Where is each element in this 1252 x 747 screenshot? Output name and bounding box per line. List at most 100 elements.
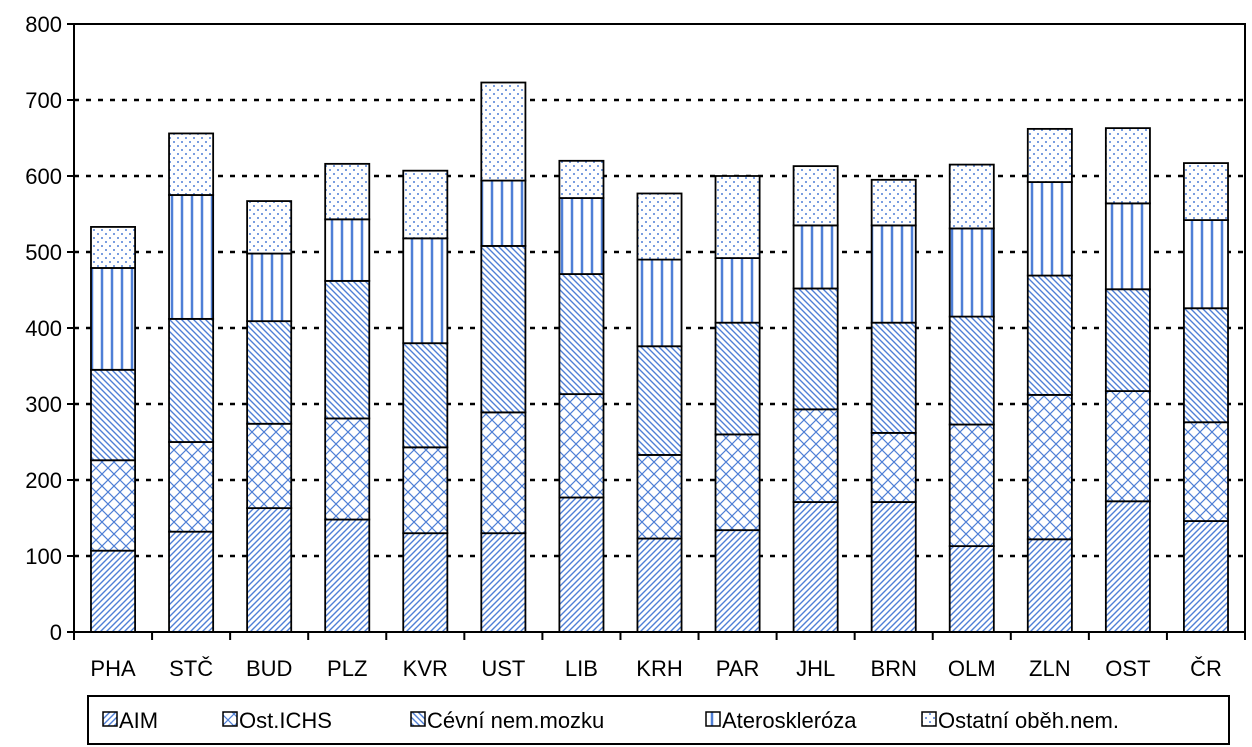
x-tick-label: PLZ bbox=[327, 656, 367, 681]
x-tick-label: KRH bbox=[636, 656, 682, 681]
bar-segment bbox=[870, 178, 917, 227]
x-tick-label: LIB bbox=[565, 656, 598, 681]
legend-swatch bbox=[102, 711, 118, 727]
bar-segment bbox=[948, 227, 995, 318]
x-tick-label: OLM bbox=[948, 656, 996, 681]
bar-segment bbox=[480, 411, 527, 535]
x-tick-label: STČ bbox=[169, 656, 213, 681]
legend-swatch bbox=[410, 711, 426, 727]
bar-segment bbox=[480, 532, 527, 633]
legend-swatch bbox=[222, 711, 238, 727]
bar-segment bbox=[480, 245, 527, 414]
bar-segment bbox=[636, 258, 683, 348]
bar-segment bbox=[948, 545, 995, 633]
bar-segment bbox=[1183, 520, 1229, 633]
legend-box bbox=[87, 695, 1230, 745]
bar-segment bbox=[1026, 181, 1073, 277]
bar-segment bbox=[324, 162, 371, 221]
bar-segment bbox=[1026, 274, 1073, 396]
bar-segment bbox=[636, 537, 683, 633]
bar-segment bbox=[636, 192, 683, 261]
bar-segment bbox=[714, 175, 761, 259]
bar-segment bbox=[558, 496, 605, 633]
bar-segment bbox=[1183, 421, 1229, 522]
bar-segment bbox=[870, 224, 917, 324]
bar-segment bbox=[636, 345, 683, 456]
x-tick-label: ČR bbox=[1190, 656, 1222, 681]
bar-segment bbox=[558, 273, 605, 396]
bar-segment bbox=[246, 422, 293, 510]
bar-segment bbox=[558, 197, 605, 275]
bar-segment bbox=[480, 179, 527, 247]
bar-segment bbox=[1104, 500, 1151, 633]
legend-label: Ateroskleróza bbox=[722, 708, 857, 733]
legend-swatch bbox=[705, 711, 721, 727]
bar-segment bbox=[1104, 127, 1151, 205]
bar-segment bbox=[168, 132, 215, 196]
bar-segment bbox=[168, 441, 215, 533]
bars bbox=[90, 81, 1229, 633]
legend-label: Cévní nem.mozku bbox=[427, 708, 604, 733]
legend-label: Ost.ICHS bbox=[239, 708, 332, 733]
bar-segment bbox=[714, 257, 761, 324]
bar-segment bbox=[1104, 390, 1151, 503]
bar-segment bbox=[402, 169, 449, 240]
bar-segment bbox=[870, 501, 917, 633]
bar-segment bbox=[324, 518, 371, 633]
bar-segment bbox=[324, 417, 371, 521]
bar-segment bbox=[1183, 219, 1229, 310]
bar-segment bbox=[90, 368, 136, 462]
y-tick-label: 0 bbox=[50, 620, 62, 645]
x-tick-label: BUD bbox=[246, 656, 292, 681]
x-tick-label: PHA bbox=[90, 656, 136, 681]
bar-segment bbox=[714, 529, 761, 633]
bar-segment bbox=[402, 446, 449, 535]
bar-segment bbox=[1183, 162, 1229, 221]
bar-segment bbox=[246, 320, 293, 425]
legend-label: Ostatní oběh.nem. bbox=[938, 708, 1119, 733]
x-tick-label: PAR bbox=[716, 656, 760, 681]
legend-label: AIM bbox=[119, 708, 158, 733]
bar-segment bbox=[1104, 288, 1151, 392]
bar-segment bbox=[90, 459, 136, 552]
bar-segment bbox=[714, 433, 761, 532]
bar-segment bbox=[792, 287, 839, 411]
y-tick-label: 500 bbox=[25, 240, 62, 265]
bar-segment bbox=[90, 226, 136, 269]
y-tick-label: 200 bbox=[25, 468, 62, 493]
y-tick-label: 100 bbox=[25, 544, 62, 569]
y-tick-label: 300 bbox=[25, 392, 62, 417]
bar-segment bbox=[948, 163, 995, 230]
bar-segment bbox=[480, 81, 527, 182]
bar-segment bbox=[1183, 307, 1229, 424]
bar-segment bbox=[714, 321, 761, 436]
bar-segment bbox=[402, 532, 449, 633]
bar-segment bbox=[90, 267, 136, 371]
x-tick-label: UST bbox=[481, 656, 525, 681]
x-tick-label: ZLN bbox=[1029, 656, 1071, 681]
bar-segment bbox=[1026, 127, 1073, 183]
bar-segment bbox=[168, 317, 215, 443]
bar-segment bbox=[402, 237, 449, 345]
bar-segment bbox=[246, 252, 293, 323]
bar-segment bbox=[792, 224, 839, 290]
bar-segment bbox=[870, 431, 917, 503]
y-tick-label: 800 bbox=[25, 12, 62, 37]
bar-segment bbox=[792, 501, 839, 633]
legend: AIM Ost.ICHS Cévní nem.mozku Ateroskleróza O… bbox=[87, 695, 1230, 745]
bar-segment bbox=[246, 200, 293, 255]
y-tick-label: 600 bbox=[25, 164, 62, 189]
y-tick-label: 400 bbox=[25, 316, 62, 341]
bar-segment bbox=[636, 454, 683, 540]
bar-segment bbox=[558, 393, 605, 499]
bar-segment bbox=[1026, 538, 1073, 633]
bar-segment bbox=[90, 549, 136, 633]
axes: 0 100 200 300 400 500 600 700 800 PHA STČ BUD PLZ KVR… bbox=[25, 12, 1246, 681]
x-tick-label: JHL bbox=[796, 656, 835, 681]
bar-segment bbox=[246, 507, 293, 633]
bar-segment bbox=[402, 342, 449, 449]
x-tick-label: KVR bbox=[403, 656, 448, 681]
x-tick-label: BRN bbox=[870, 656, 916, 681]
bar-segment bbox=[948, 423, 995, 548]
